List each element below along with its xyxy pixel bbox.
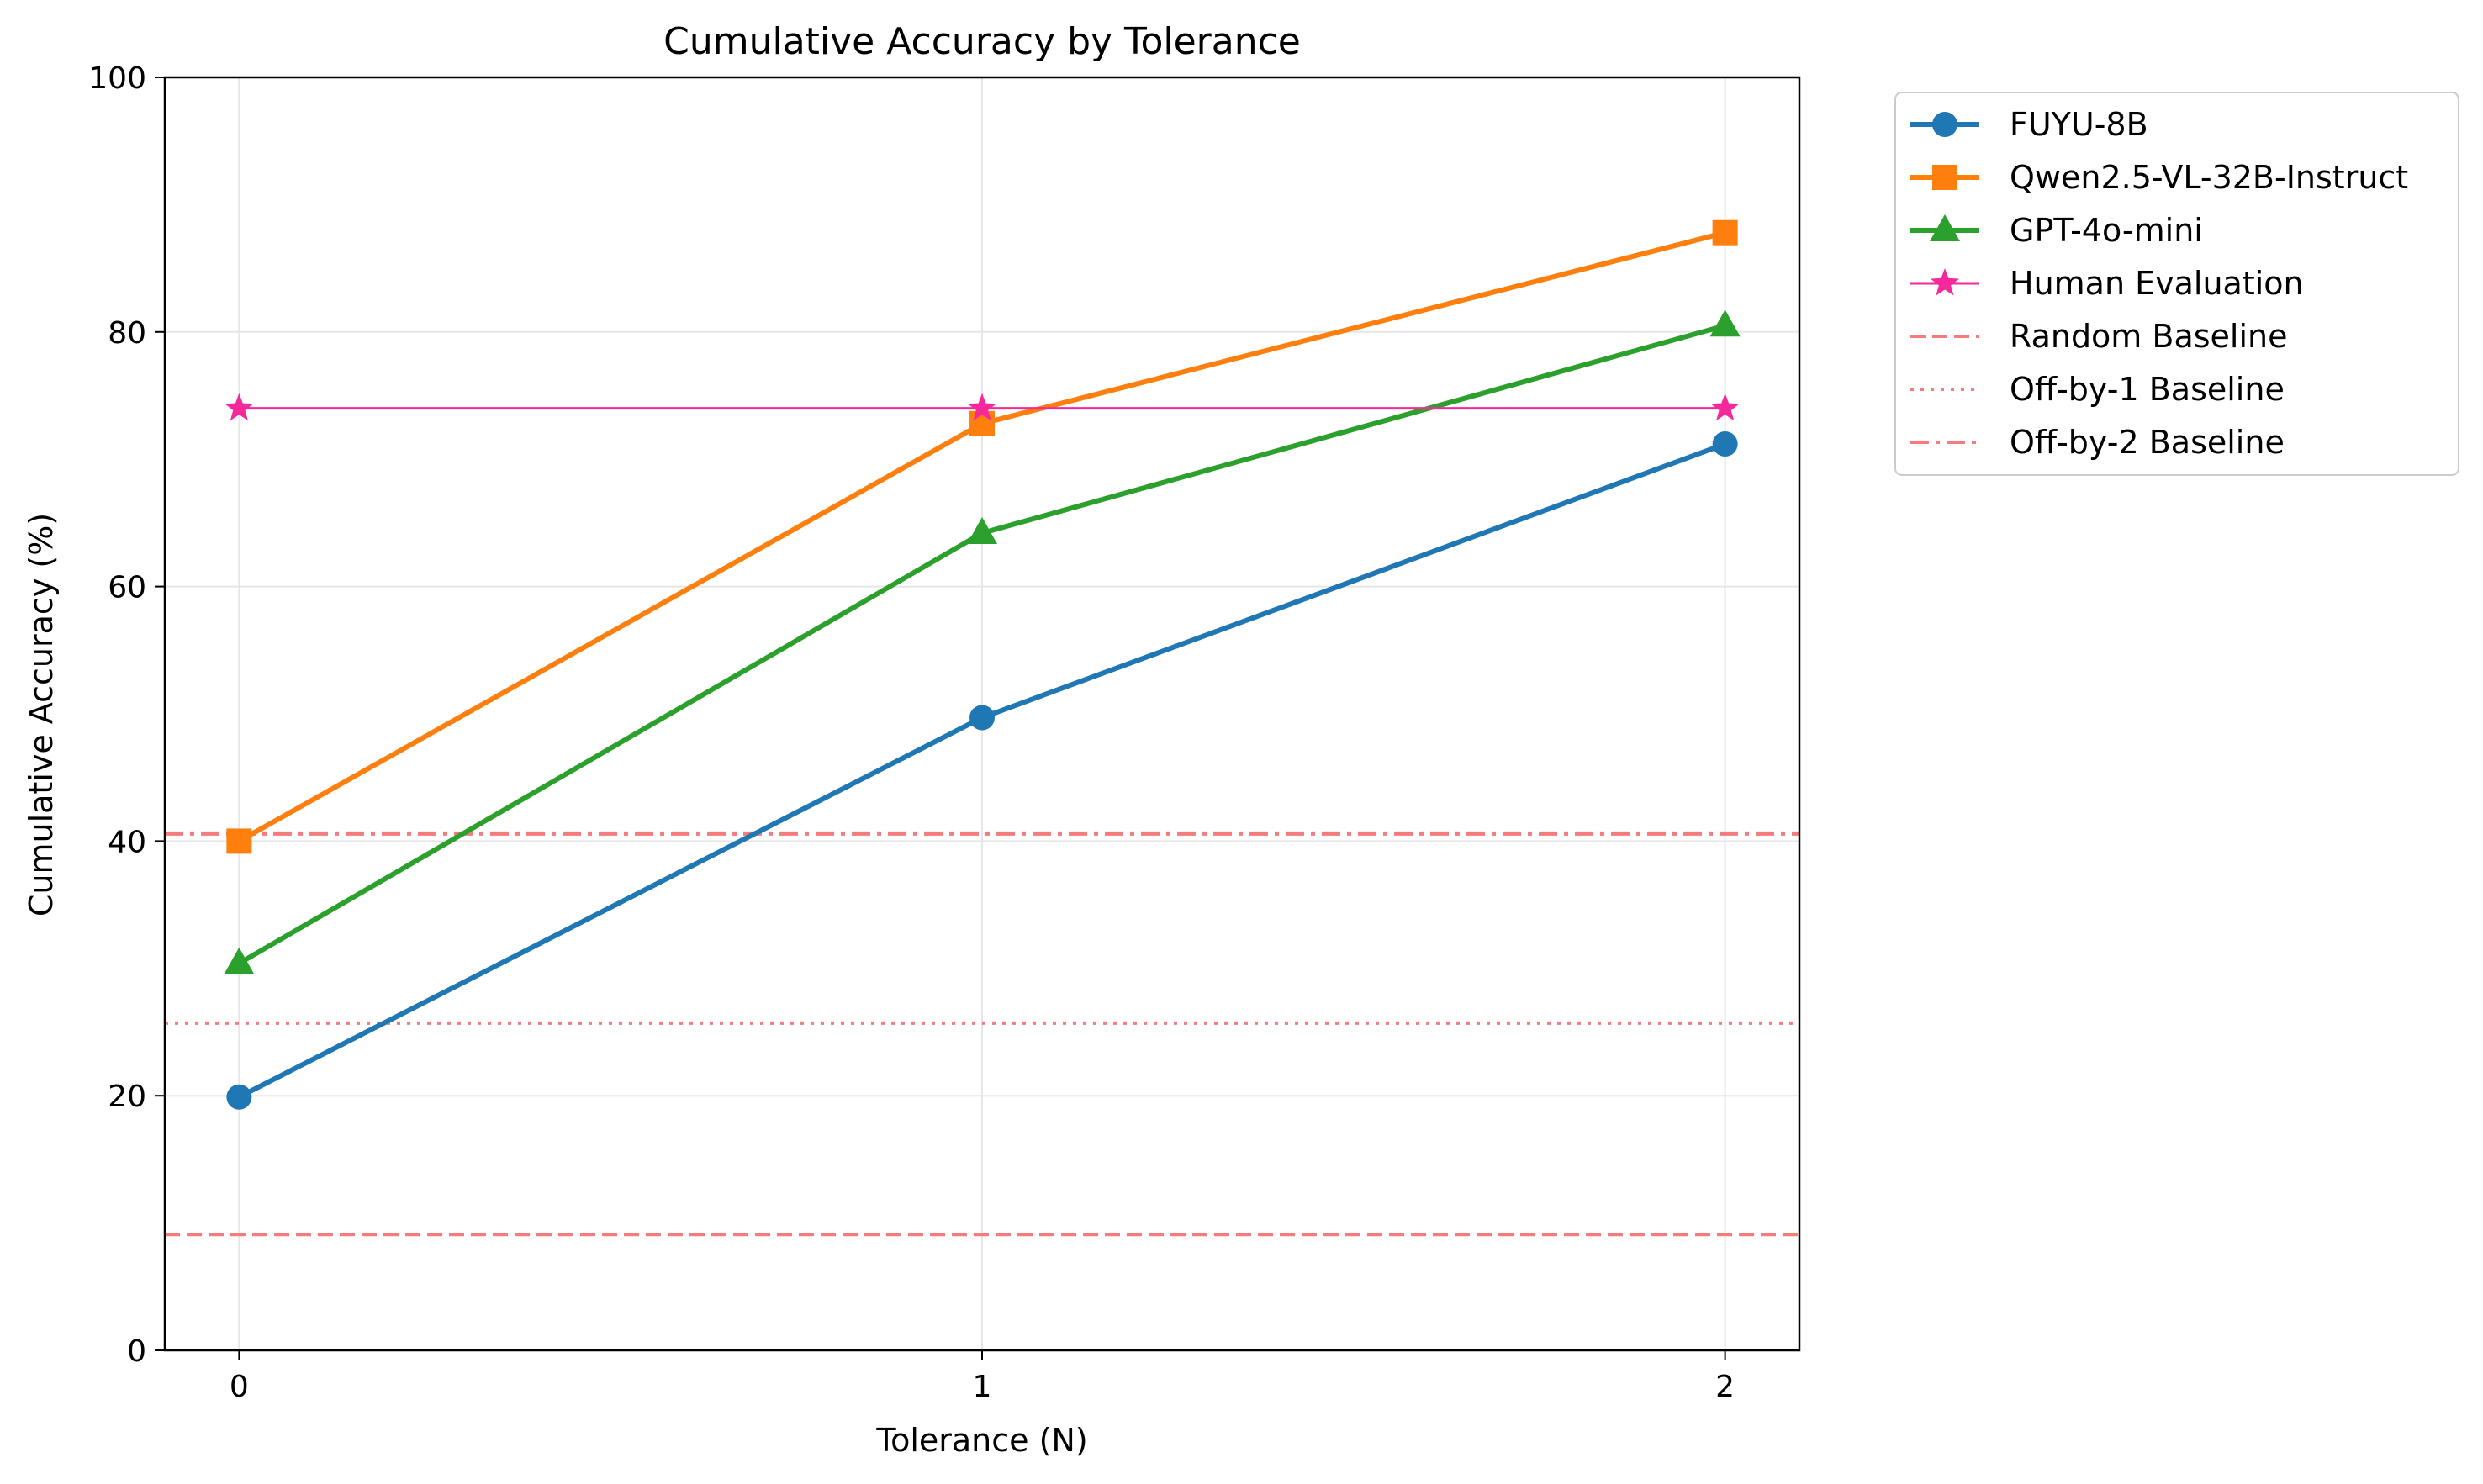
x-axis-label: Tolerance (N) [875,1422,1087,1459]
series-human-evaluation [225,393,1740,421]
legend-label: Off-by-2 Baseline [2010,424,2285,461]
legend-label: Random Baseline [2010,318,2288,355]
legend-marker [1932,112,1957,137]
legend-item-random-baseline: Random Baseline [1910,318,2288,355]
y-tick-label: 100 [88,61,146,96]
y-axis-label: Cumulative Accuracy (%) [23,513,60,916]
series-gpt-4o-mini [224,309,1741,974]
data-point [969,705,995,731]
x-tick-label: 0 [230,1370,249,1404]
data-point [1709,309,1741,337]
data-point [225,393,254,421]
legend-item-off-by-2-baseline: Off-by-2 Baseline [1910,424,2285,461]
data-point [1712,219,1738,246]
legend-item-qwen2-5-vl-32b-instruct: Qwen2.5-VL-32B-Instruct [1910,159,2408,196]
legend-item-off-by-1-baseline: Off-by-1 Baseline [1910,371,2285,408]
y-tick-label: 80 [108,316,146,351]
y-tick-label: 0 [127,1334,146,1369]
legend-marker [1932,165,1957,190]
legend-item-gpt-4o-mini: GPT-4o-mini [1910,212,2203,249]
legend-label: GPT-4o-mini [2010,212,2203,249]
data-point [226,828,252,854]
baselines [165,831,1799,1237]
series-qwen2-5-vl-32b-instruct [226,219,1738,854]
y-tick-label: 60 [108,571,146,605]
data-point [967,393,997,421]
x-tick-label: 2 [1715,1370,1735,1404]
chart-title: Cumulative Accuracy by Tolerance [663,20,1301,63]
data-point [226,1084,252,1110]
legend-marker [1930,214,1960,241]
x-tick-label: 1 [973,1370,992,1404]
series [224,219,1741,1110]
legend-item-fuyu-8b: FUYU-8B [1910,106,2148,143]
legend-label: FUYU-8B [2010,106,2148,143]
data-point [1710,393,1740,421]
legend-marker [1930,268,1960,296]
data-point [967,517,997,545]
y-tick-label: 40 [108,825,146,859]
legend-label: Qwen2.5-VL-32B-Instruct [2010,159,2408,196]
legend-label: Human Evaluation [2010,265,2304,302]
data-point [1712,431,1738,457]
legend-label: Off-by-1 Baseline [2010,371,2285,408]
legend-entries: FUYU-8B Qwen2.5-VL-32B-Instruct GPT-4o-min… [1910,106,2408,461]
legend-item-human-evaluation: Human Evaluation [1910,265,2304,302]
data-point [969,410,995,436]
legend-box [1894,92,2459,476]
series-fuyu-8b [226,431,1738,1110]
data-point [224,947,255,974]
legend: FUYU-8B Qwen2.5-VL-32B-Instruct GPT-4o-min… [1894,92,2459,476]
y-tick-label: 20 [108,1080,146,1114]
